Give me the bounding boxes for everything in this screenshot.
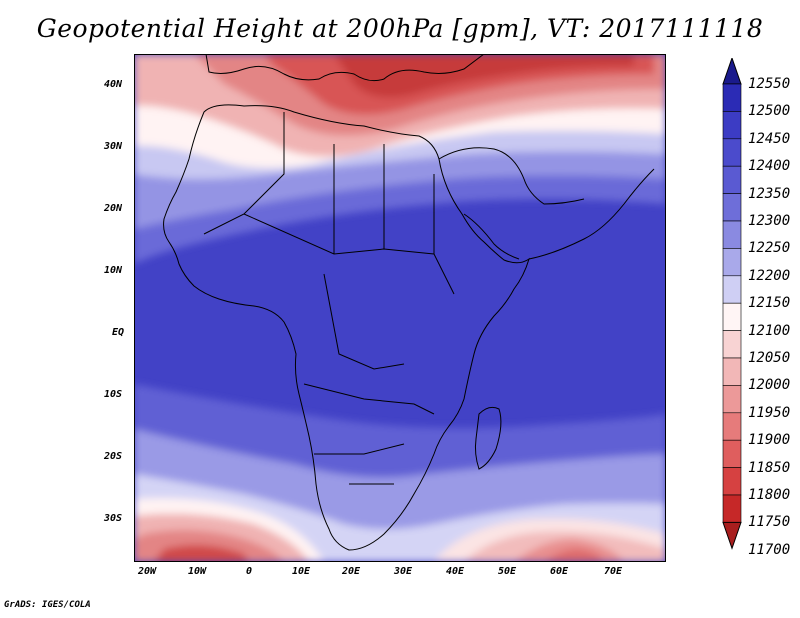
mediterranean-coast: [205, 54, 485, 82]
lat-label-40n: 40N: [104, 79, 123, 90]
lon-label-10e: 10E: [292, 566, 311, 577]
colorbar-label: 12550: [748, 76, 791, 92]
colorbar-label: 12150: [748, 295, 791, 312]
colorbar-swatch: [722, 138, 742, 167]
colorbar-label: 12450: [748, 130, 791, 147]
africa-coastline: [163, 104, 530, 551]
colorbar-label: 12500: [748, 103, 791, 120]
lon-label-20e: 20E: [342, 566, 361, 577]
border-6: [323, 273, 405, 370]
coastlines: [163, 54, 655, 551]
colorbar-label: 11800: [748, 487, 791, 503]
colorbar-swatch: [722, 412, 742, 441]
colorbar: [722, 58, 742, 550]
colorbar-swatch: [722, 165, 742, 194]
lat-label-20n: 20N: [104, 203, 123, 214]
colorbar-label: 12200: [748, 267, 791, 284]
lon-label-70e: 70E: [604, 566, 623, 577]
map-area: 40N 30N 20N 10N EQ 10S 20S 30S 20W 10W 0…: [104, 54, 666, 577]
colorbar-swatch: [722, 248, 742, 277]
colorbar-label: 11900: [748, 432, 791, 449]
colorbar-top-arrow: [722, 58, 742, 85]
lat-label-30s: 30S: [104, 513, 123, 524]
red-sea-coast: [463, 213, 520, 260]
height-field: [134, 54, 666, 562]
colorbar-label: 12100: [748, 322, 791, 339]
map-frame: [134, 54, 666, 562]
colorbar-bottom-arrow: [722, 521, 742, 550]
colorbar-swatch: [722, 220, 742, 249]
border-1: [203, 112, 285, 235]
arabian-sea-coast: [528, 168, 655, 260]
arabia-coast: [438, 147, 585, 205]
colorbar-swatch: [722, 357, 742, 386]
colorbar-label: 12050: [748, 350, 791, 366]
colorbar-swatch: [722, 302, 742, 331]
colorbar-swatch: [722, 275, 742, 304]
colorbar-swatch: [722, 330, 742, 359]
lat-label-eq: EQ: [112, 327, 125, 338]
colorbar-swatch: [722, 467, 742, 496]
colorbar-swatch: [722, 193, 742, 222]
colorbar-swatch: [722, 494, 742, 523]
lon-label-0: 0: [246, 566, 253, 577]
colorbar-label: 11750: [748, 514, 791, 531]
border-7: [303, 383, 435, 415]
lat-label-10s: 10S: [104, 389, 123, 400]
colorbar-swatch: [722, 111, 742, 140]
colorbar-swatch: [722, 83, 742, 112]
lat-label-30n: 30N: [104, 141, 123, 152]
madagascar-coastline: [474, 406, 502, 470]
chart-title: Geopotential Height at 200hPa [gpm], VT:…: [36, 14, 764, 43]
colorbar-label: 11950: [748, 404, 791, 421]
colorbar-swatch: [722, 439, 742, 468]
lon-label-30e: 30E: [394, 566, 413, 577]
border-2: [243, 213, 435, 255]
colorbar-label: 11700: [748, 541, 791, 558]
lon-label-10w: 10W: [188, 566, 207, 577]
lon-label-50e: 50E: [498, 566, 517, 577]
border-8: [314, 443, 405, 455]
colorbar-label: 11850: [748, 459, 791, 476]
lat-label-10n: 10N: [104, 265, 123, 276]
colorbar-label: 12300: [748, 213, 791, 229]
colorbar-swatch: [722, 385, 742, 414]
border-5: [433, 174, 455, 295]
lon-label-60e: 60E: [550, 566, 569, 577]
lon-label-20w: 20W: [138, 566, 157, 577]
colorbar-label: 12000: [748, 377, 791, 394]
colorbar-label: 12400: [748, 158, 791, 175]
lon-label-40e: 40E: [446, 566, 465, 577]
colorbar-label: 12350: [748, 185, 791, 202]
map-svg: [134, 54, 666, 562]
credit-text: GrADS: IGES/COLA: [4, 600, 91, 610]
colorbar-label: 12250: [748, 240, 791, 257]
lat-label-20s: 20S: [104, 451, 123, 462]
